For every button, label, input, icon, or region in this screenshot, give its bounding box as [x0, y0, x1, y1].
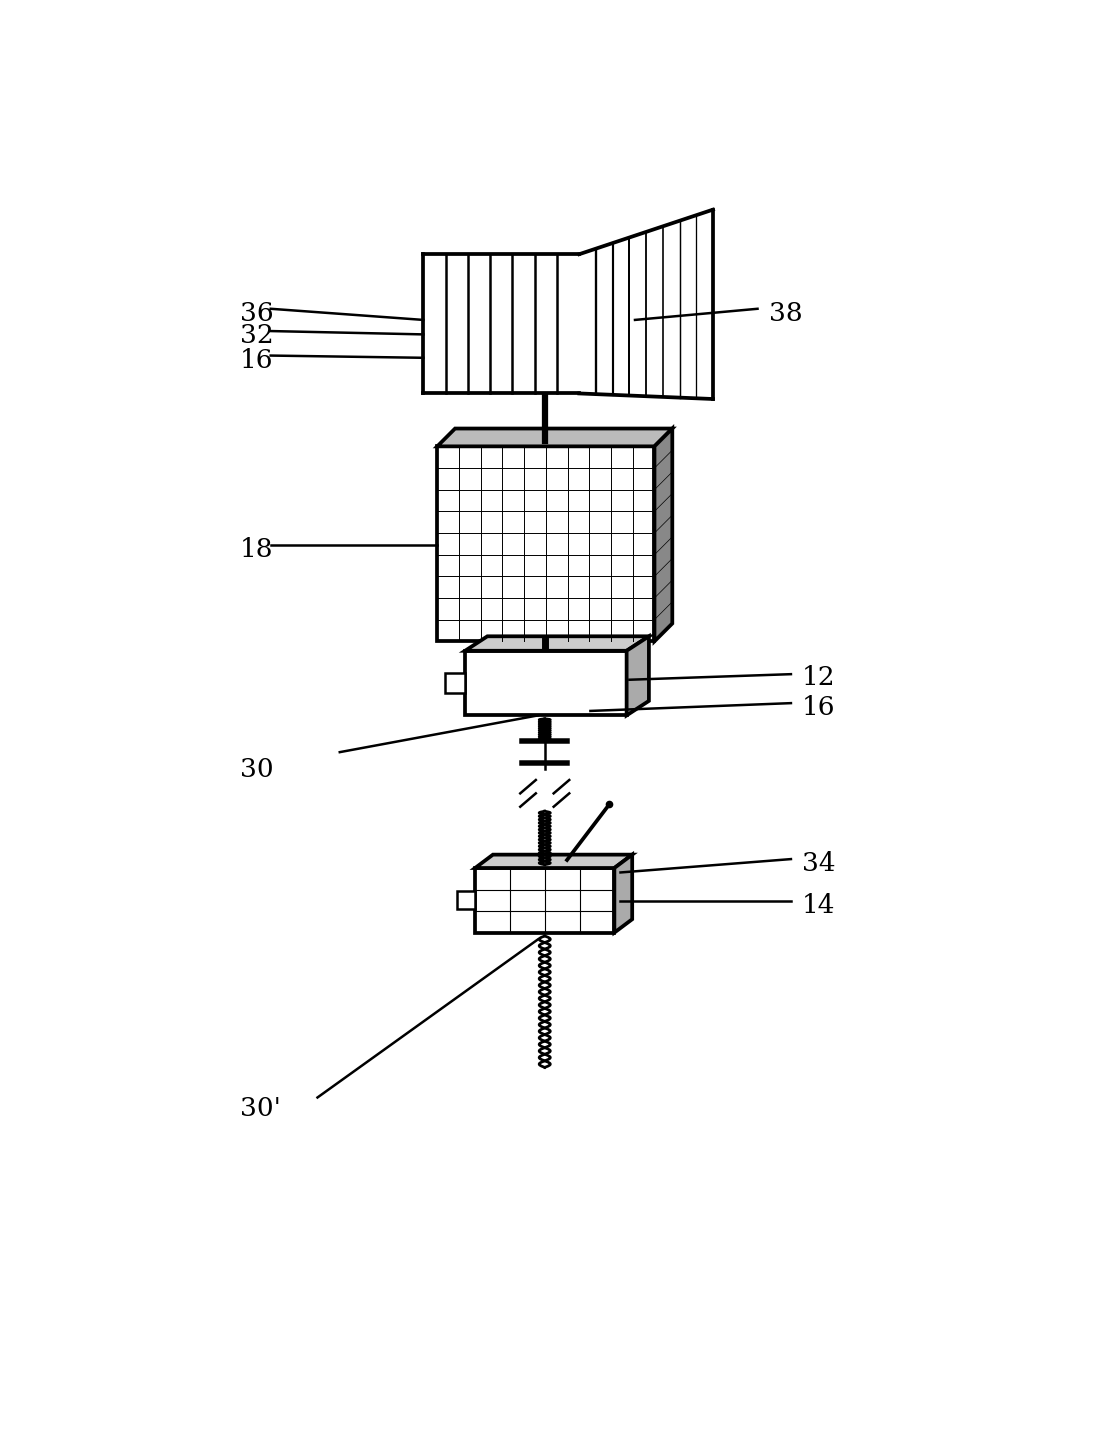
Bar — [444, 674, 466, 694]
Polygon shape — [437, 428, 673, 446]
Text: 34: 34 — [802, 851, 836, 876]
Polygon shape — [475, 854, 633, 868]
Text: 14: 14 — [802, 893, 836, 919]
Polygon shape — [655, 428, 673, 642]
Polygon shape — [466, 651, 626, 715]
Text: 12: 12 — [802, 665, 836, 691]
Text: 38: 38 — [769, 301, 802, 325]
Polygon shape — [437, 446, 655, 642]
Text: 32: 32 — [240, 322, 273, 348]
Text: 30': 30' — [240, 1096, 281, 1121]
Text: 30: 30 — [240, 758, 273, 782]
Polygon shape — [615, 854, 633, 933]
Bar — [457, 891, 475, 909]
Polygon shape — [475, 868, 615, 933]
Text: 36: 36 — [240, 301, 273, 325]
Polygon shape — [466, 636, 648, 651]
Text: 16: 16 — [802, 695, 836, 721]
Text: 16: 16 — [240, 348, 273, 373]
Text: 18: 18 — [240, 537, 273, 562]
Polygon shape — [626, 636, 648, 715]
